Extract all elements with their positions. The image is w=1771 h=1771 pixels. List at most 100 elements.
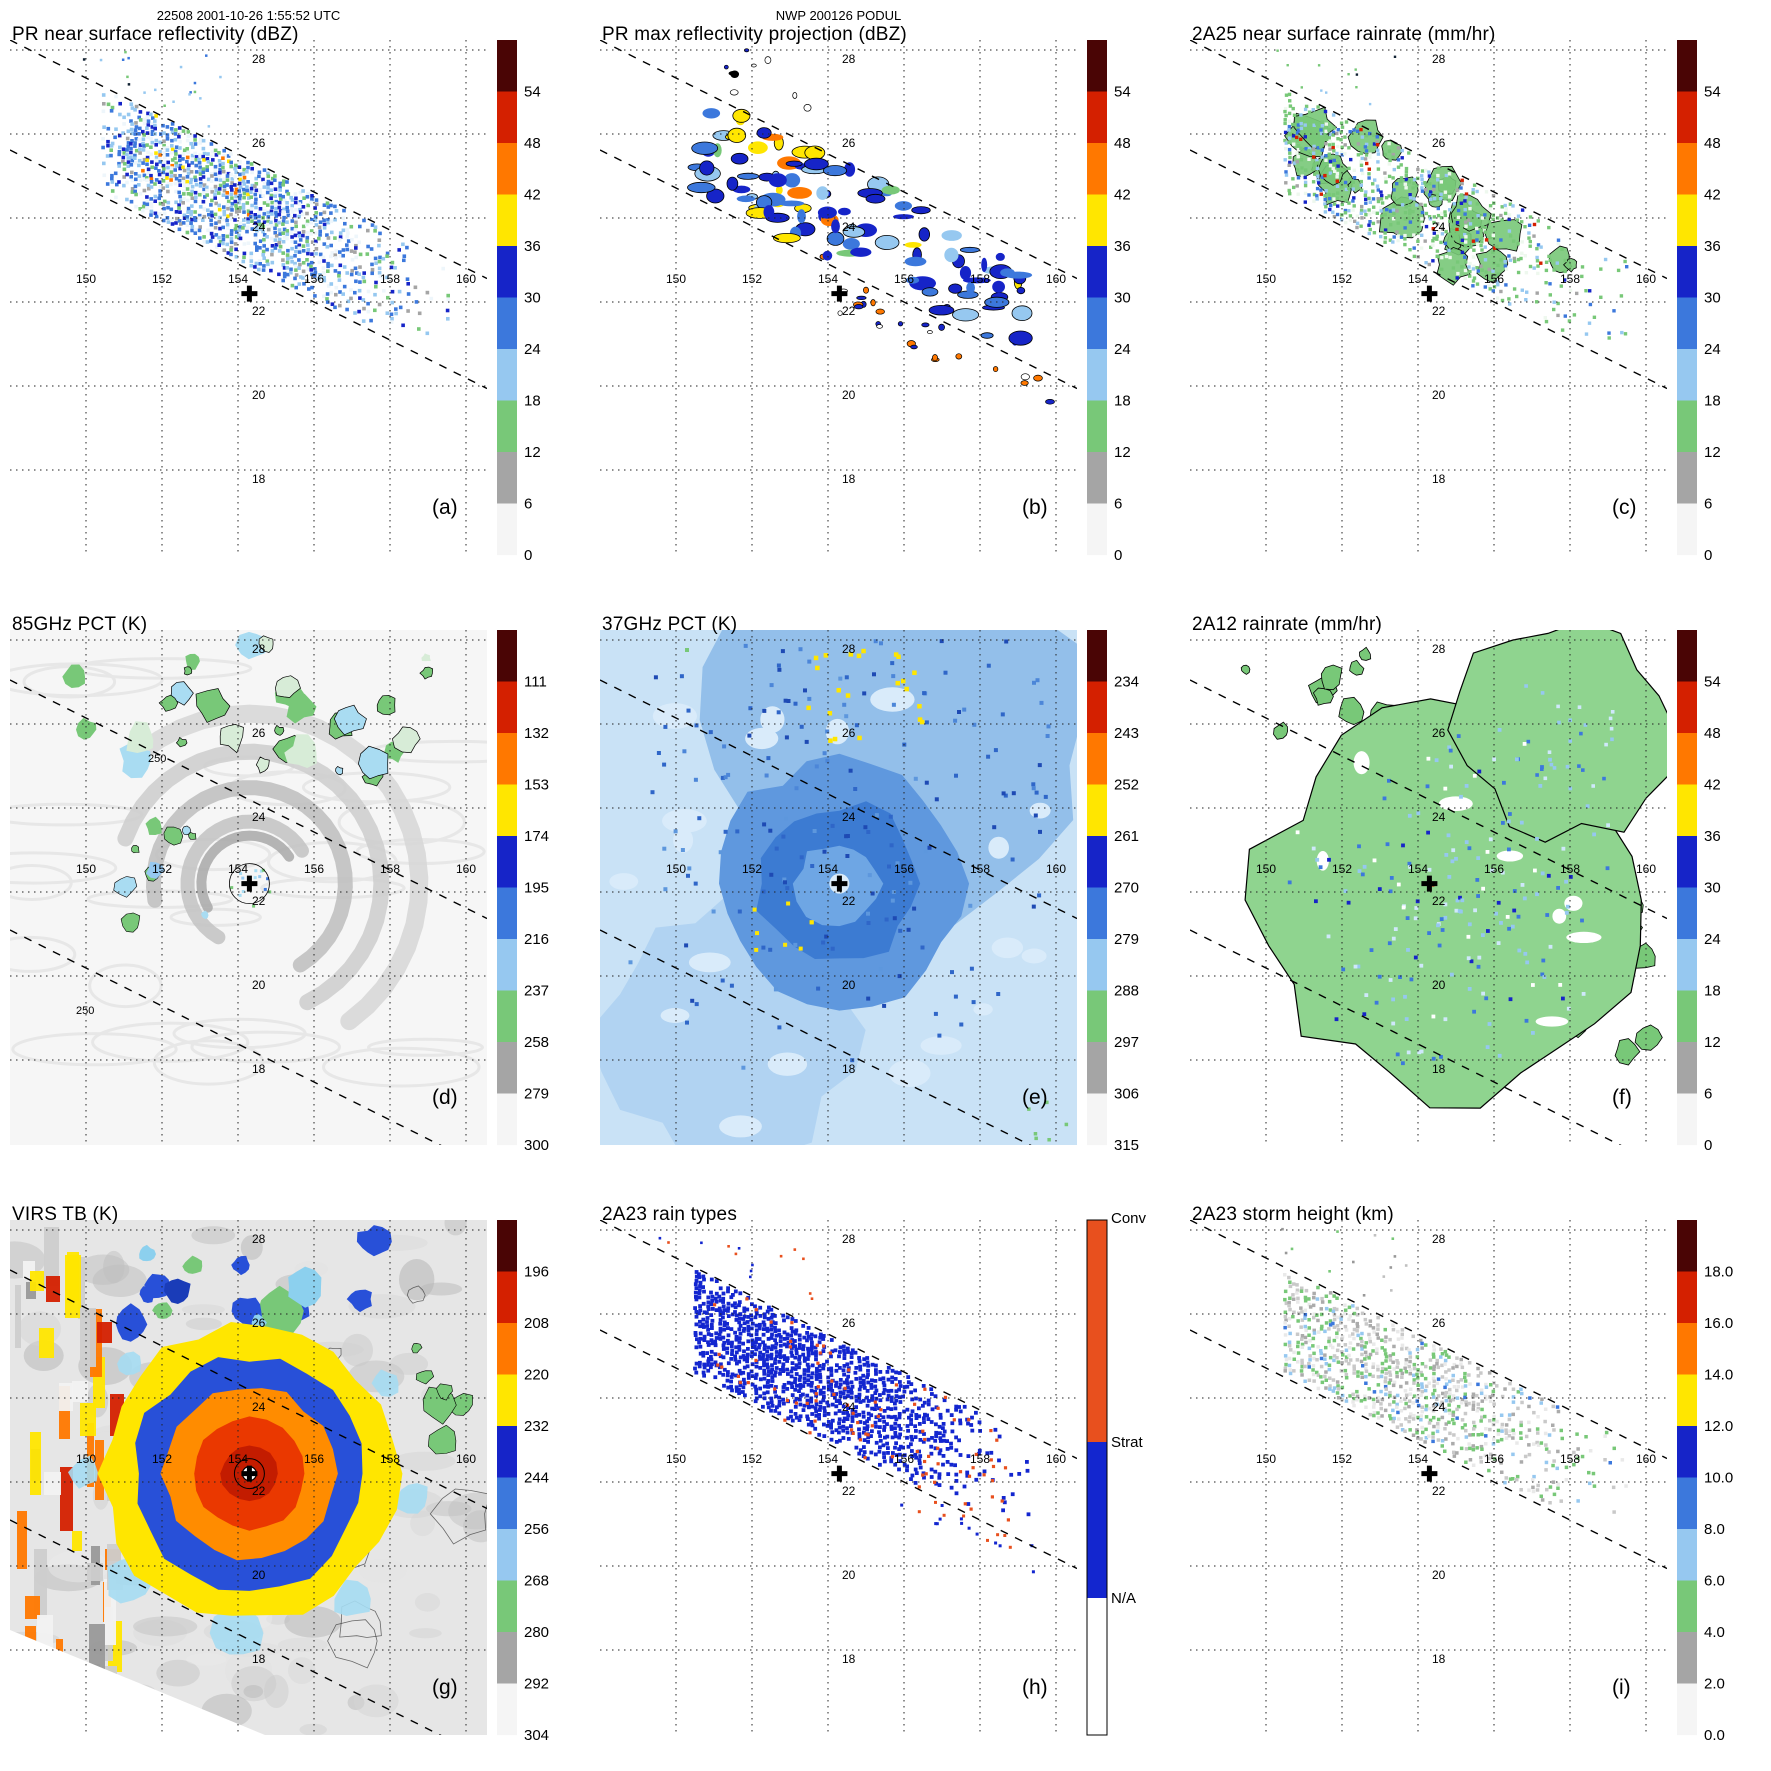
svg-text:156: 156 bbox=[894, 272, 914, 286]
panel-i-title: 2A23 storm height (km) bbox=[1192, 1204, 1394, 1225]
svg-text:156: 156 bbox=[1484, 272, 1504, 286]
svg-text:216: 216 bbox=[524, 931, 549, 948]
map-pr-reflectivity: 150 152 154 156 158 160 28 26 24 22 20 18 54 48 42 36 30… bbox=[10, 40, 541, 564]
svg-text:234: 234 bbox=[1114, 674, 1139, 691]
svg-text:12: 12 bbox=[1114, 444, 1131, 461]
svg-text:158: 158 bbox=[970, 862, 990, 876]
svg-text:28: 28 bbox=[842, 642, 856, 656]
panel-e-letter: (e) bbox=[1022, 1086, 1048, 1109]
svg-text:152: 152 bbox=[742, 1452, 762, 1466]
svg-text:154: 154 bbox=[228, 272, 248, 286]
svg-text:196: 196 bbox=[524, 1264, 549, 1281]
svg-text:195: 195 bbox=[524, 880, 549, 897]
svg-text:30: 30 bbox=[1704, 290, 1721, 307]
panel-b-letter: (b) bbox=[1022, 496, 1048, 519]
svg-text:18: 18 bbox=[1704, 393, 1721, 410]
svg-text:22: 22 bbox=[842, 894, 856, 908]
svg-text:150: 150 bbox=[1256, 272, 1276, 286]
storm-header: NWP 200126 PODUL bbox=[775, 8, 902, 23]
svg-text:261: 261 bbox=[1114, 828, 1139, 845]
svg-text:6: 6 bbox=[1114, 496, 1122, 513]
svg-text:42: 42 bbox=[524, 187, 541, 204]
svg-text:28: 28 bbox=[252, 642, 266, 656]
svg-text:18: 18 bbox=[1432, 1062, 1446, 1076]
svg-text:24: 24 bbox=[252, 810, 266, 824]
svg-text:156: 156 bbox=[304, 1452, 324, 1466]
svg-text:156: 156 bbox=[1484, 862, 1504, 876]
svg-text:20: 20 bbox=[842, 978, 856, 992]
svg-text:297: 297 bbox=[1114, 1034, 1139, 1051]
svg-text:24: 24 bbox=[1114, 341, 1131, 358]
svg-text:22: 22 bbox=[842, 304, 856, 318]
svg-text:154: 154 bbox=[1408, 272, 1428, 286]
svg-text:18: 18 bbox=[842, 472, 856, 486]
panel-e-title: 37GHz PCT (K) bbox=[602, 614, 738, 635]
svg-text:48: 48 bbox=[1704, 135, 1721, 152]
svg-text:12: 12 bbox=[524, 444, 541, 461]
svg-text:26: 26 bbox=[842, 136, 856, 150]
map-2a12-rainrate: 150 152 154 156 158 160 28 26 24 22 20 18 54 48 42 36 30… bbox=[1190, 630, 1721, 1154]
svg-text:150: 150 bbox=[666, 862, 686, 876]
svg-text:258: 258 bbox=[524, 1034, 549, 1051]
panel-i: 150 152 154 156 158 160 28 26 24 22 20 18 18.0 16.0 14… bbox=[1180, 1180, 1770, 1770]
svg-text:12: 12 bbox=[1704, 444, 1721, 461]
svg-text:26: 26 bbox=[252, 726, 266, 740]
svg-text:26: 26 bbox=[252, 1316, 266, 1330]
svg-text:30: 30 bbox=[524, 290, 541, 307]
svg-text:152: 152 bbox=[152, 1452, 172, 1466]
svg-text:18: 18 bbox=[524, 393, 541, 410]
svg-text:0: 0 bbox=[1704, 1137, 1712, 1154]
svg-text:24: 24 bbox=[1432, 220, 1446, 234]
svg-text:160: 160 bbox=[1046, 862, 1066, 876]
svg-text:48: 48 bbox=[1704, 725, 1721, 742]
svg-text:158: 158 bbox=[970, 1452, 990, 1466]
svg-text:28: 28 bbox=[1432, 642, 1446, 656]
svg-text:20: 20 bbox=[842, 1568, 856, 1582]
svg-text:54: 54 bbox=[524, 84, 541, 101]
map-virs-tb: 150 152 154 156 158 160 28 26 24 22 20 18 196 208 220 2… bbox=[10, 1220, 549, 1744]
svg-text:152: 152 bbox=[152, 272, 172, 286]
svg-text:0: 0 bbox=[1114, 547, 1122, 564]
svg-text:6: 6 bbox=[524, 496, 532, 513]
svg-text:208: 208 bbox=[524, 1315, 549, 1332]
svg-text:280: 280 bbox=[524, 1624, 549, 1641]
svg-text:22: 22 bbox=[1432, 894, 1446, 908]
svg-text:154: 154 bbox=[818, 862, 838, 876]
map-85ghz-pct: 150 152 154 156 158 160 28 26 24 22 20 18 250 250 111 1… bbox=[10, 630, 549, 1154]
svg-text:36: 36 bbox=[1114, 238, 1131, 255]
svg-text:22: 22 bbox=[252, 304, 266, 318]
svg-text:154: 154 bbox=[228, 1452, 248, 1466]
svg-text:28: 28 bbox=[842, 52, 856, 66]
legend-na-label: N/A bbox=[1111, 1590, 1137, 1607]
legend-strat-label: Strat bbox=[1111, 1434, 1143, 1451]
svg-text:132: 132 bbox=[524, 725, 549, 742]
svg-text:24: 24 bbox=[1704, 341, 1721, 358]
svg-text:42: 42 bbox=[1704, 187, 1721, 204]
panel-f-letter: (f) bbox=[1612, 1086, 1632, 1109]
svg-text:268: 268 bbox=[524, 1573, 549, 1590]
svg-text:256: 256 bbox=[524, 1521, 549, 1538]
svg-text:306: 306 bbox=[1114, 1086, 1139, 1103]
timestamp-header: 22508 2001-10-26 1:55:52 UTC bbox=[156, 8, 341, 23]
svg-text:24: 24 bbox=[252, 220, 266, 234]
panel-c-title: 2A25 near surface rainrate (mm/hr) bbox=[1192, 24, 1496, 45]
panel-h-letter: (h) bbox=[1022, 1676, 1048, 1699]
svg-text:30: 30 bbox=[1114, 290, 1131, 307]
svg-text:24: 24 bbox=[252, 1400, 266, 1414]
svg-text:279: 279 bbox=[524, 1086, 549, 1103]
svg-text:48: 48 bbox=[1114, 135, 1131, 152]
svg-text:0: 0 bbox=[524, 547, 532, 564]
panel-g-letter: (g) bbox=[432, 1676, 458, 1699]
svg-text:292: 292 bbox=[524, 1676, 549, 1693]
svg-text:150: 150 bbox=[76, 272, 96, 286]
panel-h-title: 2A23 rain types bbox=[602, 1204, 738, 1225]
svg-text:0: 0 bbox=[1704, 547, 1712, 564]
svg-text:22: 22 bbox=[1432, 304, 1446, 318]
svg-text:26: 26 bbox=[252, 136, 266, 150]
svg-text:154: 154 bbox=[1408, 862, 1428, 876]
svg-text:28: 28 bbox=[252, 52, 266, 66]
panel-a: 150 152 154 156 158 160 28 26 24 22 20 18 54 48 42 36 30… bbox=[0, 0, 590, 590]
svg-text:28: 28 bbox=[1432, 52, 1446, 66]
panel-b-title: PR max reflectivity projection (dBZ) bbox=[602, 24, 907, 45]
